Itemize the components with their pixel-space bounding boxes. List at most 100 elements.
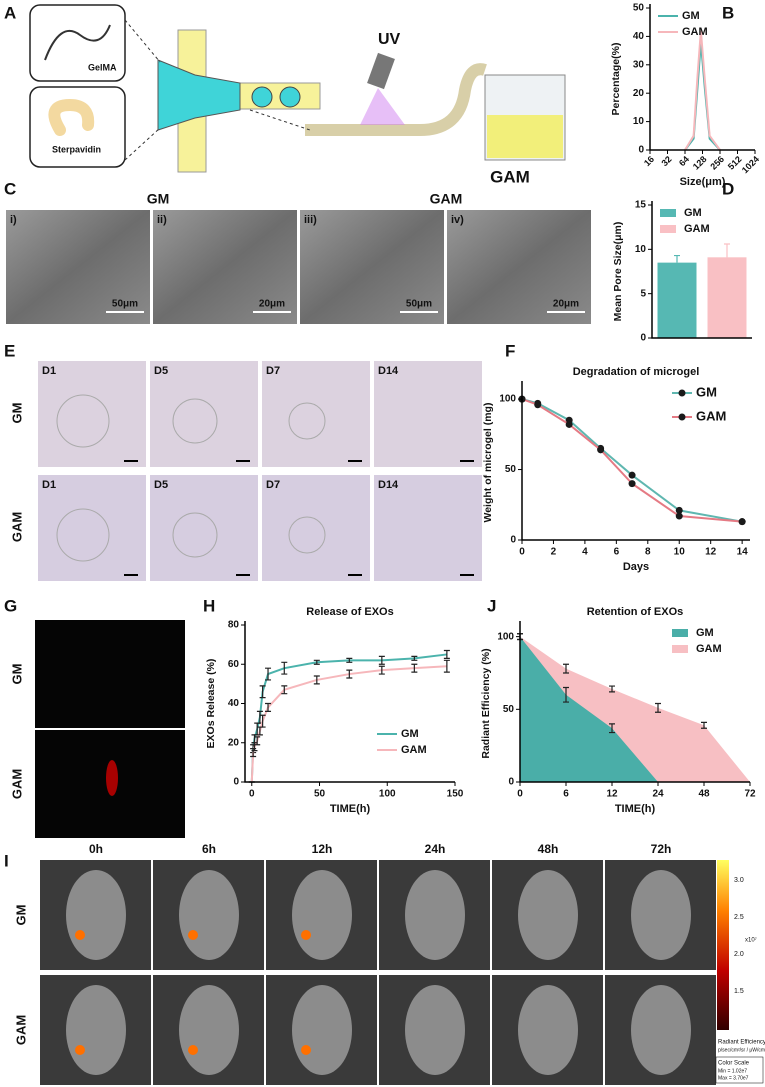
microgel-image bbox=[374, 475, 482, 581]
colorbar-units: p/sec/cm²/sr / μW/cm² bbox=[718, 1047, 765, 1053]
y-tick-label: 100 bbox=[497, 631, 514, 642]
image-label: ii) bbox=[157, 214, 167, 226]
day-label: D7 bbox=[266, 479, 280, 491]
panel-letter: H bbox=[203, 596, 215, 615]
microgel bbox=[172, 512, 218, 558]
scale-max: Max = 3.70e7 bbox=[718, 1075, 749, 1081]
y-tick-label: 0 bbox=[638, 145, 644, 156]
x-tick-label: 150 bbox=[447, 789, 464, 800]
y-tick-label: 10 bbox=[633, 116, 645, 127]
y-tick-label: 5 bbox=[640, 288, 646, 299]
colorbar-title: Radiant Efficiency bbox=[718, 1040, 765, 1046]
error-bar bbox=[411, 655, 418, 661]
mouse bbox=[66, 985, 126, 1075]
group-label: GM bbox=[147, 191, 170, 207]
error-bar bbox=[251, 742, 258, 752]
colorbar-exponent: x10⁷ bbox=[745, 937, 757, 944]
mouse bbox=[66, 870, 126, 960]
legend-label: GM bbox=[696, 627, 714, 639]
microgel bbox=[172, 398, 218, 444]
series-area bbox=[520, 636, 658, 782]
group-label: GAM bbox=[430, 191, 463, 207]
y-tick-label: 50 bbox=[503, 704, 515, 715]
microgel bbox=[56, 394, 110, 448]
microgel-image bbox=[262, 361, 370, 467]
schematic-label: GelMA bbox=[88, 62, 117, 72]
scale-label: 20μm bbox=[553, 299, 579, 310]
x-tick-label: 100 bbox=[379, 789, 396, 800]
microgel-image bbox=[38, 361, 146, 467]
x-tick-label: 6 bbox=[563, 789, 569, 800]
legend-label: GM bbox=[696, 384, 717, 399]
signal bbox=[75, 1045, 85, 1055]
legend-swatch bbox=[672, 629, 688, 637]
scale-label: 50μm bbox=[406, 299, 432, 310]
mouse bbox=[518, 870, 578, 960]
y-tick-label: 10 bbox=[635, 244, 647, 255]
mouse bbox=[518, 985, 578, 1075]
error-bar bbox=[563, 686, 569, 703]
y-tick-label: 30 bbox=[633, 59, 645, 70]
image-label: iii) bbox=[304, 214, 317, 226]
signal bbox=[188, 930, 198, 940]
x-tick-label: 6 bbox=[614, 547, 620, 558]
row-label: GAM bbox=[9, 512, 24, 542]
y-tick-label: 100 bbox=[499, 394, 516, 405]
mouse bbox=[631, 870, 691, 960]
x-tick-label: 1024 bbox=[740, 154, 761, 175]
error-bar bbox=[281, 661, 288, 675]
schematic-label: UV bbox=[378, 31, 401, 48]
x-axis-label: Days bbox=[623, 561, 649, 573]
day-label: D14 bbox=[378, 479, 399, 491]
y-tick-label: 50 bbox=[633, 3, 645, 14]
time-label: 72h bbox=[651, 842, 672, 856]
legend-marker bbox=[678, 389, 686, 397]
x-tick-label: 16 bbox=[642, 154, 656, 168]
error-bar bbox=[265, 667, 272, 681]
error-bar bbox=[443, 649, 450, 659]
panel-letter: G bbox=[4, 596, 17, 615]
chart-title: Retention of EXOs bbox=[587, 606, 684, 618]
legend-swatch bbox=[660, 225, 676, 233]
microgel bbox=[56, 508, 110, 562]
error-bar bbox=[411, 663, 418, 673]
x-axis-label: Size(μm) bbox=[680, 176, 726, 188]
scale-title: Color Scale bbox=[718, 1061, 750, 1067]
microgel-image bbox=[150, 361, 258, 467]
marker bbox=[675, 506, 683, 514]
signal bbox=[301, 930, 311, 940]
series-line bbox=[250, 665, 447, 783]
error-bar bbox=[701, 721, 707, 729]
microgel-image bbox=[38, 475, 146, 581]
signal bbox=[301, 1045, 311, 1055]
colorbar bbox=[717, 860, 729, 1030]
scale-label: 50μm bbox=[112, 299, 138, 310]
signal bbox=[106, 760, 118, 796]
colorbar-tick: 3.0 bbox=[734, 877, 744, 884]
y-tick-label: 0 bbox=[510, 535, 516, 546]
microgel bbox=[288, 516, 326, 554]
error-bar bbox=[609, 723, 615, 734]
marker bbox=[597, 446, 605, 454]
scale-label: 20μm bbox=[259, 299, 285, 310]
panel-letter: B bbox=[722, 3, 734, 22]
error-bar bbox=[346, 669, 353, 679]
sem-image bbox=[153, 210, 297, 324]
x-tick-label: 256 bbox=[708, 154, 726, 172]
error-bar bbox=[313, 659, 320, 665]
error-bar bbox=[609, 685, 615, 693]
x-tick-label: 12 bbox=[606, 789, 618, 800]
signal bbox=[75, 930, 85, 940]
x-axis-label: TIME(h) bbox=[330, 803, 371, 815]
y-tick-label: 0 bbox=[508, 777, 514, 788]
error-bar bbox=[259, 685, 266, 699]
row-label: GAM bbox=[9, 769, 24, 799]
legend-label: GAM bbox=[682, 26, 708, 38]
mouse bbox=[292, 870, 352, 960]
legend-swatch bbox=[660, 209, 676, 217]
sem-image bbox=[6, 210, 150, 324]
schematic bbox=[29, 4, 566, 173]
error-bar bbox=[563, 663, 569, 674]
row-label: GM bbox=[9, 403, 24, 424]
microgel-image bbox=[374, 361, 482, 467]
